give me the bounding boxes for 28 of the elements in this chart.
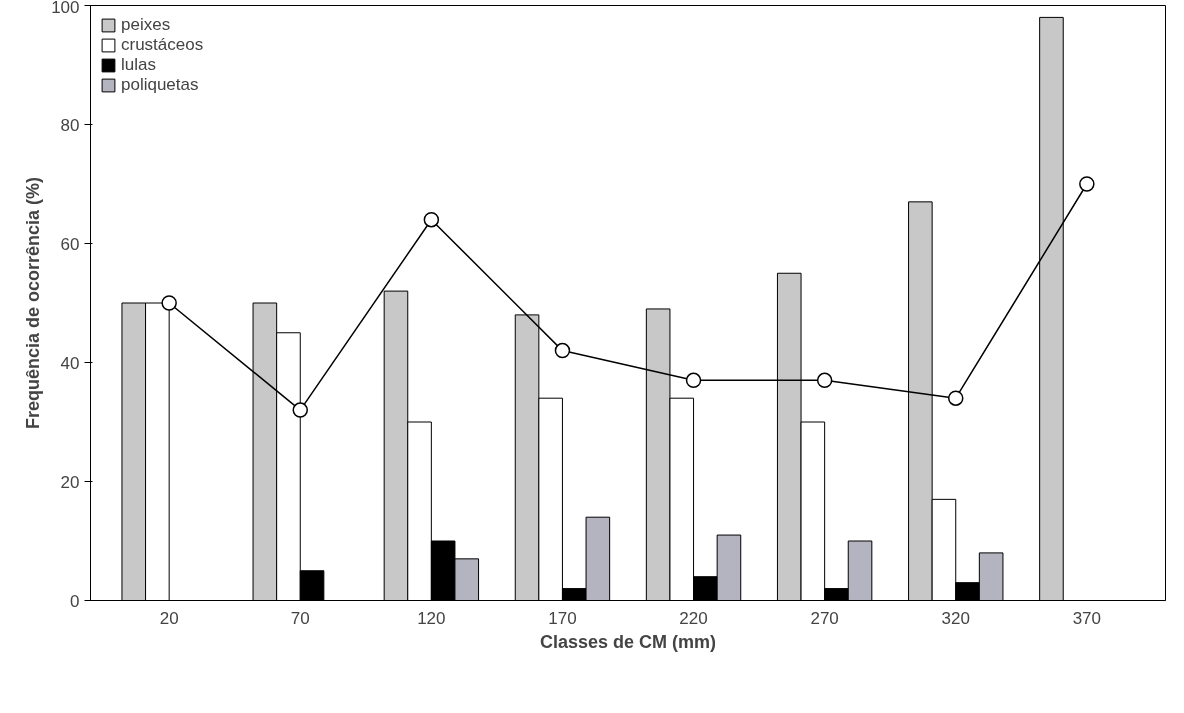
y-axis-title: Frequência de ocorrência (%) [23, 176, 44, 430]
point [292, 402, 309, 418]
x-tick-label: 20 [159, 608, 179, 628]
point [816, 372, 833, 389]
point [947, 390, 964, 406]
legend-label: crustáceos [121, 35, 204, 55]
y-tick-label: 20 [60, 472, 80, 492]
point [685, 372, 702, 389]
point [554, 342, 571, 359]
y-tick-label: 60 [60, 234, 80, 254]
x-tick-label: 270 [810, 608, 839, 628]
y-tick-label: 0 [70, 591, 80, 611]
y-tick-label: 80 [60, 115, 80, 135]
point [161, 295, 177, 311]
legend-label: peixes [121, 15, 171, 35]
y-tick-label: 40 [60, 353, 80, 373]
y-tick-label: 100 [51, 0, 80, 17]
x-tick-label: 220 [679, 608, 708, 628]
point [1079, 176, 1095, 192]
x-tick-label: 320 [941, 608, 970, 628]
x-tick-label: 370 [1072, 608, 1102, 628]
legend-label: poliquetas [121, 75, 199, 95]
x-tick-label: 120 [417, 608, 446, 628]
legend-label: lulas [121, 55, 156, 75]
x-tick-label: 170 [548, 608, 577, 628]
x-tick-label: 70 [290, 608, 310, 628]
point [423, 211, 440, 228]
x-axis-title: Classes de CM (mm) [539, 631, 717, 652]
